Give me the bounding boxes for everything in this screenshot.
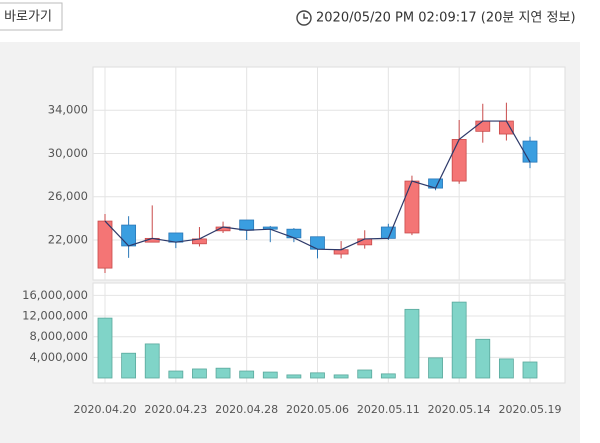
- candle-body: [404, 180, 420, 234]
- volume-bar: [239, 370, 255, 379]
- x-tick-label: 2020.05.19: [499, 403, 562, 416]
- x-tick-label: 2020.04.23: [144, 403, 207, 416]
- volume-bar: [286, 374, 302, 379]
- volume-bar: [192, 368, 207, 379]
- volume-bar: [451, 301, 467, 379]
- y-tick-label: 26,000: [48, 189, 88, 203]
- y-tick-label: 30,000: [48, 146, 88, 160]
- volume-bar: [522, 361, 538, 379]
- volume-bar: [262, 371, 278, 379]
- x-tick-label: 2020.05.06: [286, 403, 349, 416]
- volume-bar: [310, 372, 325, 379]
- candle-body: [121, 224, 137, 247]
- y-tick-label: 34,000: [48, 103, 88, 117]
- close-line: [104, 120, 531, 251]
- price-plot: [92, 66, 566, 281]
- volume-bar: [121, 352, 137, 379]
- x-tick-label: 2020.04.20: [74, 403, 137, 416]
- x-tick-label: 2020.05.14: [428, 403, 491, 416]
- volume-bar: [428, 357, 443, 379]
- y-tick-label: 22,000: [48, 232, 88, 246]
- y-tick-label: 8,000,000: [29, 329, 88, 343]
- x-tick-label: 2020.05.11: [357, 403, 420, 416]
- volume-bar: [380, 373, 396, 379]
- clock-icon: [296, 10, 312, 26]
- candle-body: [498, 120, 514, 135]
- volume-bar: [215, 367, 231, 379]
- volume-bar: [144, 343, 160, 379]
- y-tick-label: 16,000,000: [22, 288, 88, 302]
- y-tick-label: 12,000,000: [22, 309, 88, 323]
- candle-body: [97, 220, 113, 269]
- volume-bar: [333, 374, 349, 379]
- shortcut-label[interactable]: 바로가기: [4, 10, 52, 25]
- candle-body: [522, 140, 538, 163]
- y-tick-label: 4,000,000: [29, 350, 88, 364]
- candle-body: [333, 249, 349, 255]
- candle-body: [451, 139, 467, 182]
- candle-body: [239, 219, 255, 231]
- candle-body: [380, 226, 396, 239]
- x-tick-label: 2020.04.28: [215, 403, 278, 416]
- shortcut-button[interactable]: [0, 2, 63, 31]
- volume-bar: [475, 338, 491, 379]
- volume-plot: [92, 282, 566, 384]
- volume-bar: [357, 369, 373, 379]
- volume-bar: [168, 370, 184, 379]
- volume-bar: [404, 308, 420, 379]
- volume-bar: [498, 358, 514, 379]
- candle-body: [475, 120, 491, 132]
- timestamp: 2020/05/20 PM 02:09:17 (20분 지연 정보): [316, 11, 576, 26]
- volume-bar: [97, 317, 113, 379]
- candle-body: [357, 238, 373, 246]
